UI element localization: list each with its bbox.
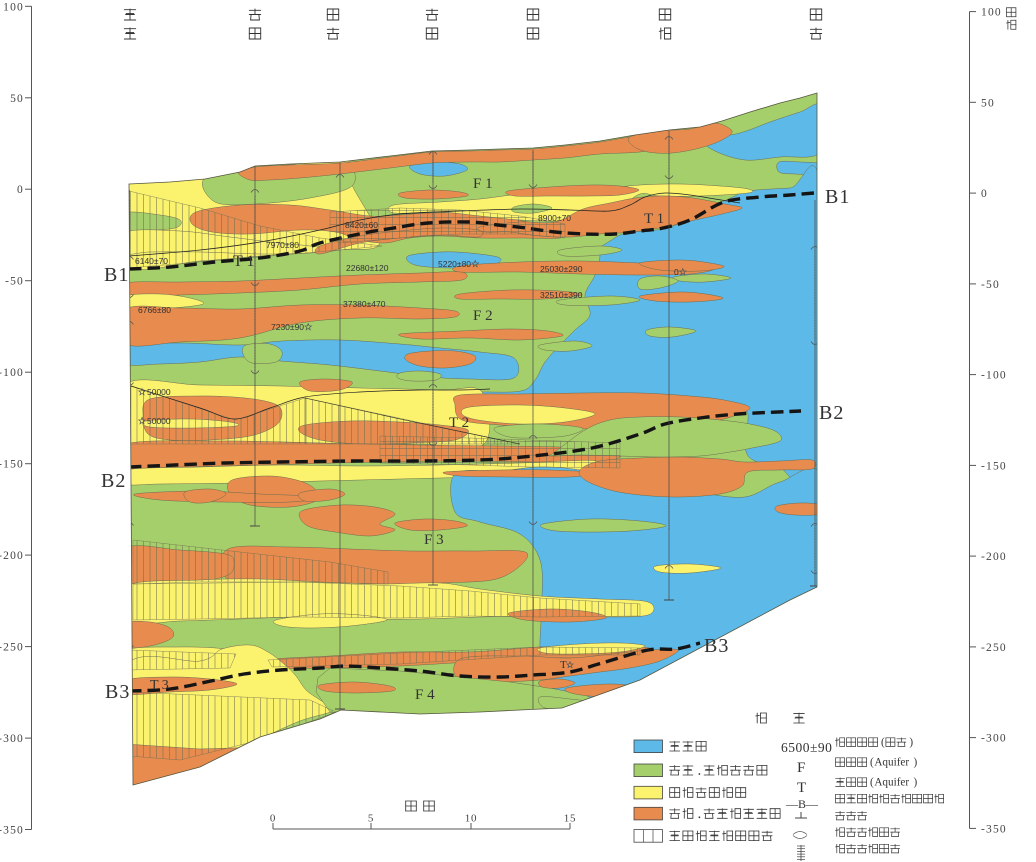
svg-text:5220±80: 5220±80 [438, 259, 471, 269]
svg-text:37380±470: 37380±470 [343, 299, 386, 309]
svg-text:7230±90: 7230±90 [271, 322, 304, 332]
svg-text:T: T [560, 659, 567, 671]
svg-text:25030±290: 25030±290 [540, 264, 583, 274]
svg-text:50000: 50000 [147, 387, 171, 397]
svg-text:Aquifer: Aquifer [874, 776, 909, 788]
svg-text:5: 5 [368, 813, 374, 825]
svg-text:-150: -150 [981, 460, 1007, 472]
svg-text:(: ( [870, 776, 874, 788]
svg-text:F 3: F 3 [424, 532, 444, 548]
svg-text:7970±80: 7970±80 [266, 240, 299, 250]
svg-text:8420±60: 8420±60 [345, 220, 378, 230]
svg-text:0: 0 [674, 267, 679, 277]
svg-text:50: 50 [10, 93, 24, 105]
svg-text:-200: -200 [0, 550, 24, 562]
svg-text:50000: 50000 [147, 416, 171, 426]
svg-text:T: T [797, 780, 806, 796]
svg-text:B3: B3 [105, 681, 130, 703]
svg-text:T 2: T 2 [449, 415, 469, 431]
svg-text:-350: -350 [0, 825, 24, 837]
svg-text:B2: B2 [819, 402, 844, 424]
svg-text:6140±70: 6140±70 [135, 256, 168, 266]
svg-text:B1: B1 [104, 264, 129, 286]
svg-text:—B—: —B— [785, 797, 819, 811]
svg-text:0: 0 [270, 813, 276, 825]
svg-text:-250: -250 [0, 642, 24, 654]
svg-text:-100: -100 [981, 370, 1007, 382]
svg-text:-300: -300 [0, 733, 24, 745]
svg-text:0: 0 [981, 188, 988, 200]
svg-text:T 1: T 1 [233, 253, 254, 270]
svg-text:-100: -100 [0, 367, 24, 379]
svg-text:15: 15 [564, 813, 577, 825]
svg-text:0: 0 [17, 184, 24, 196]
svg-text:B2: B2 [101, 470, 126, 492]
svg-text:6766±80: 6766±80 [138, 305, 171, 315]
svg-text:-50: -50 [5, 276, 24, 288]
svg-text:-150: -150 [0, 459, 24, 471]
svg-text:100: 100 [981, 7, 1002, 19]
svg-text:): ) [913, 776, 917, 788]
svg-text:T 1: T 1 [644, 211, 664, 227]
svg-text:): ) [913, 756, 917, 768]
svg-text:T 3: T 3 [150, 678, 169, 693]
svg-text:8900±70: 8900±70 [538, 213, 571, 223]
svg-text:-50: -50 [981, 279, 1000, 291]
svg-text:10: 10 [465, 813, 478, 825]
svg-text:6500±90: 6500±90 [781, 740, 832, 755]
svg-text:F: F [797, 760, 805, 776]
svg-text:-300: -300 [981, 733, 1007, 745]
svg-text:B1: B1 [825, 186, 850, 208]
svg-text:B3: B3 [704, 635, 729, 657]
svg-text:-200: -200 [981, 551, 1007, 563]
svg-text:F 4: F 4 [415, 687, 435, 703]
svg-text:22680±120: 22680±120 [346, 263, 389, 273]
svg-text:50: 50 [981, 97, 995, 109]
svg-text:F 2: F 2 [473, 308, 493, 324]
svg-text:32510±390: 32510±390 [540, 290, 583, 300]
svg-text:100: 100 [3, 1, 24, 13]
svg-text:F 1: F 1 [473, 176, 493, 192]
svg-text:Aquifer: Aquifer [874, 756, 909, 768]
svg-text:(: ( [881, 736, 885, 748]
svg-text:-250: -250 [981, 642, 1007, 654]
svg-text:-350: -350 [981, 823, 1007, 835]
svg-text:): ) [909, 736, 913, 748]
svg-text:(: ( [870, 756, 874, 768]
